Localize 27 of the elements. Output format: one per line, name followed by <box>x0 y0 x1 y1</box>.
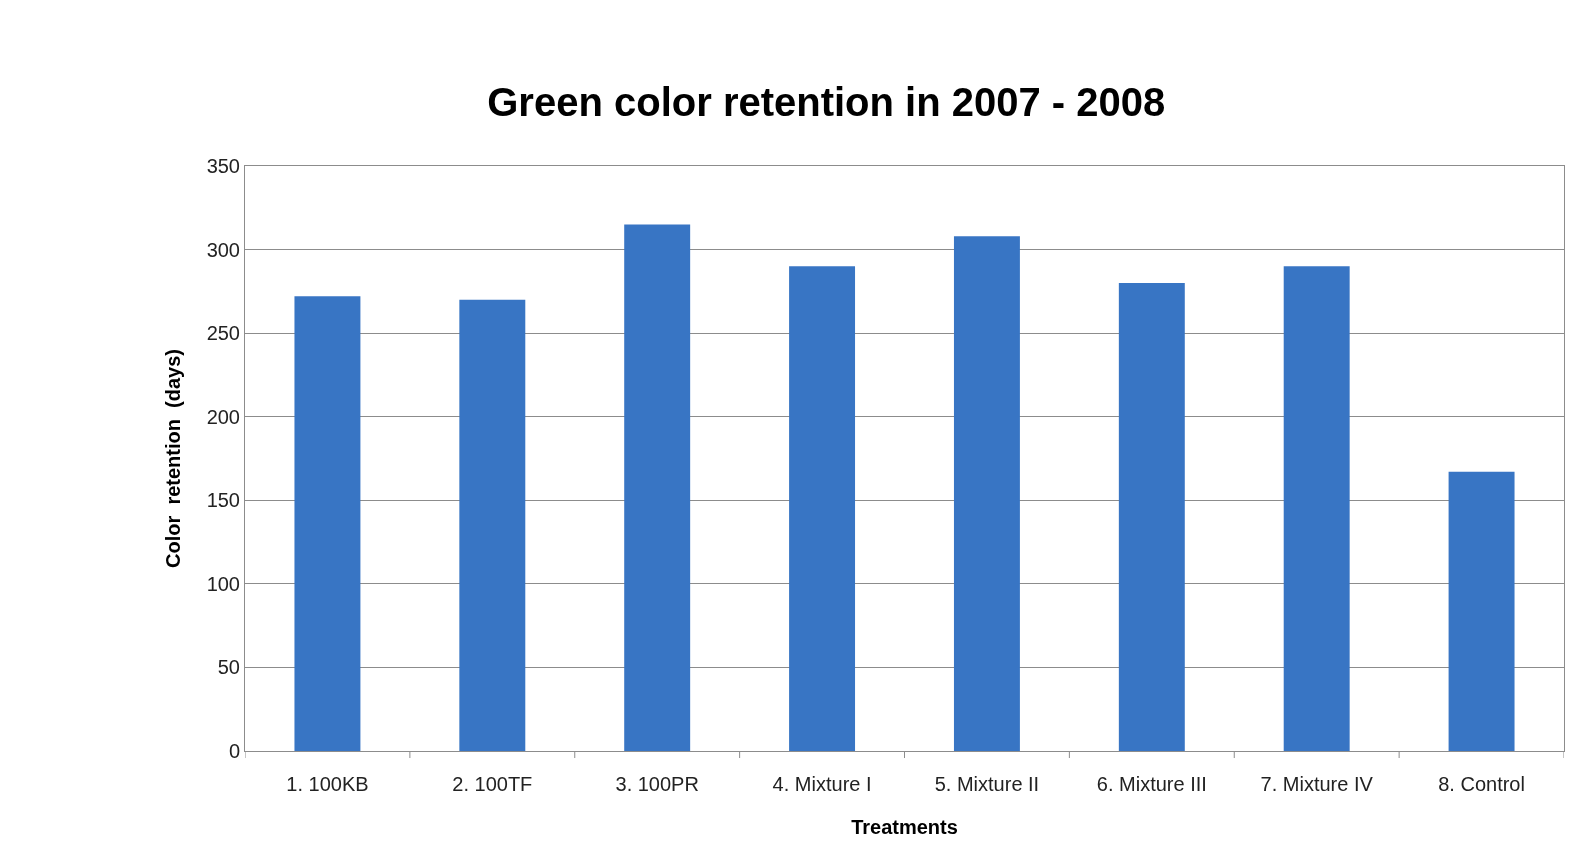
bar <box>1118 283 1185 751</box>
bar <box>459 299 526 751</box>
x-tick-label: 8. Control <box>1438 773 1525 795</box>
bar <box>789 266 856 751</box>
x-axis-title: Treatments <box>851 815 958 838</box>
x-tick-label: 2. 100TF <box>452 773 533 795</box>
y-tick-label: 200 <box>206 405 240 428</box>
bar <box>624 224 691 751</box>
x-tick-label: 7. Mixture IV <box>1260 773 1374 795</box>
x-tick-label: 5. Mixture II <box>934 773 1040 795</box>
y-tick-label: 0 <box>228 740 240 762</box>
bar <box>1448 471 1515 751</box>
x-tick-label: 4. Mixture I <box>772 773 872 795</box>
bar <box>294 296 361 751</box>
bar <box>1283 266 1350 751</box>
y-tick-label: 300 <box>206 238 240 261</box>
y-tick-label: 100 <box>206 572 240 595</box>
chart-title: Green color retention in 2007 - 2008 <box>487 79 1166 124</box>
x-tick-label: 6. Mixture III <box>1096 773 1207 795</box>
y-tick-label: 50 <box>217 656 240 679</box>
y-tick-label: 350 <box>206 155 240 177</box>
y-tick-label: 150 <box>206 489 240 512</box>
y-axis-title: Color retention (days) <box>162 349 185 568</box>
x-tick-label: 3. 100PR <box>615 773 699 795</box>
x-tick-label: 1. 100KB <box>286 773 369 795</box>
bar <box>953 236 1020 751</box>
y-tick-label: 250 <box>206 322 240 345</box>
